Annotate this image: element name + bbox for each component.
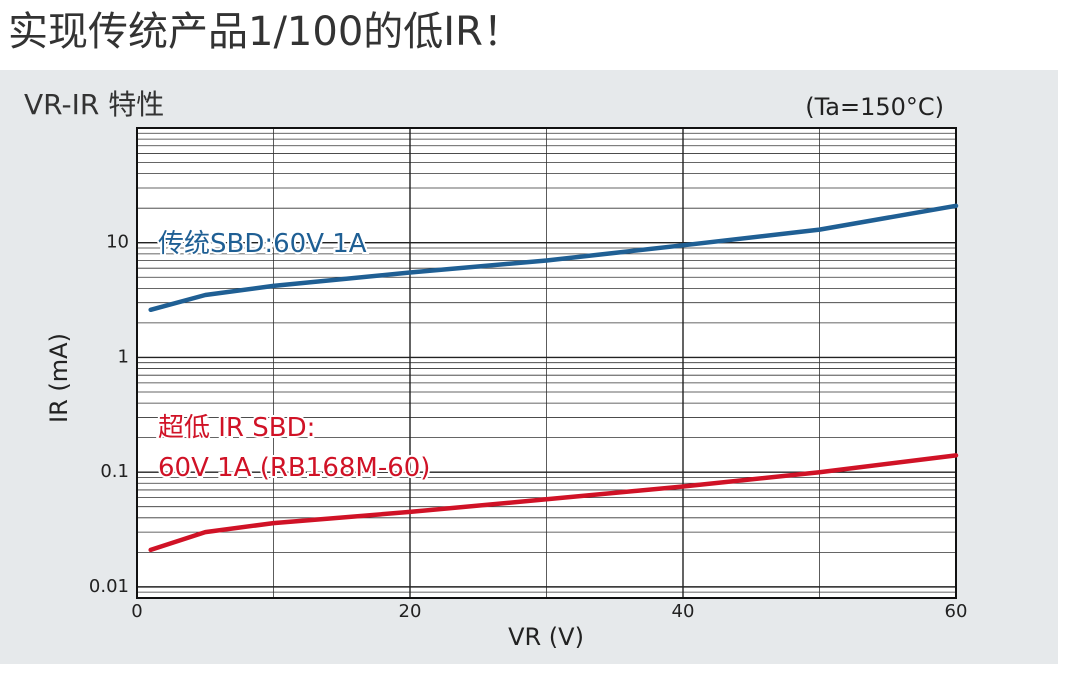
data-line — [148, 453, 959, 553]
x-tick-label: 20 — [399, 601, 422, 622]
plot-frame — [136, 127, 957, 599]
y-tick-label: 0.1 — [100, 461, 129, 482]
y-axis-label: IR (mA) — [45, 333, 73, 423]
x-axis-label: VR (V) — [508, 623, 584, 651]
x-tick-label: 60 — [945, 601, 968, 622]
heading: 实现传统产品1/100的低IR！ — [8, 9, 523, 55]
series-label: 超低 IR SBD: 60V 1A (RB168M-60) — [158, 413, 430, 483]
x-tick-label: 40 — [672, 601, 695, 622]
y-tick-label: 0.01 — [89, 576, 129, 597]
chart-title: VR-IR 特性 — [24, 88, 164, 121]
data-line — [148, 203, 959, 313]
series-label: 传统SBD:60V 1A — [158, 229, 367, 259]
subtitle: (Ta=150°C) — [805, 93, 944, 121]
x-tick-label: 0 — [131, 601, 142, 622]
y-tick-label: 1 — [118, 346, 129, 367]
y-tick-label: 10 — [106, 232, 129, 253]
